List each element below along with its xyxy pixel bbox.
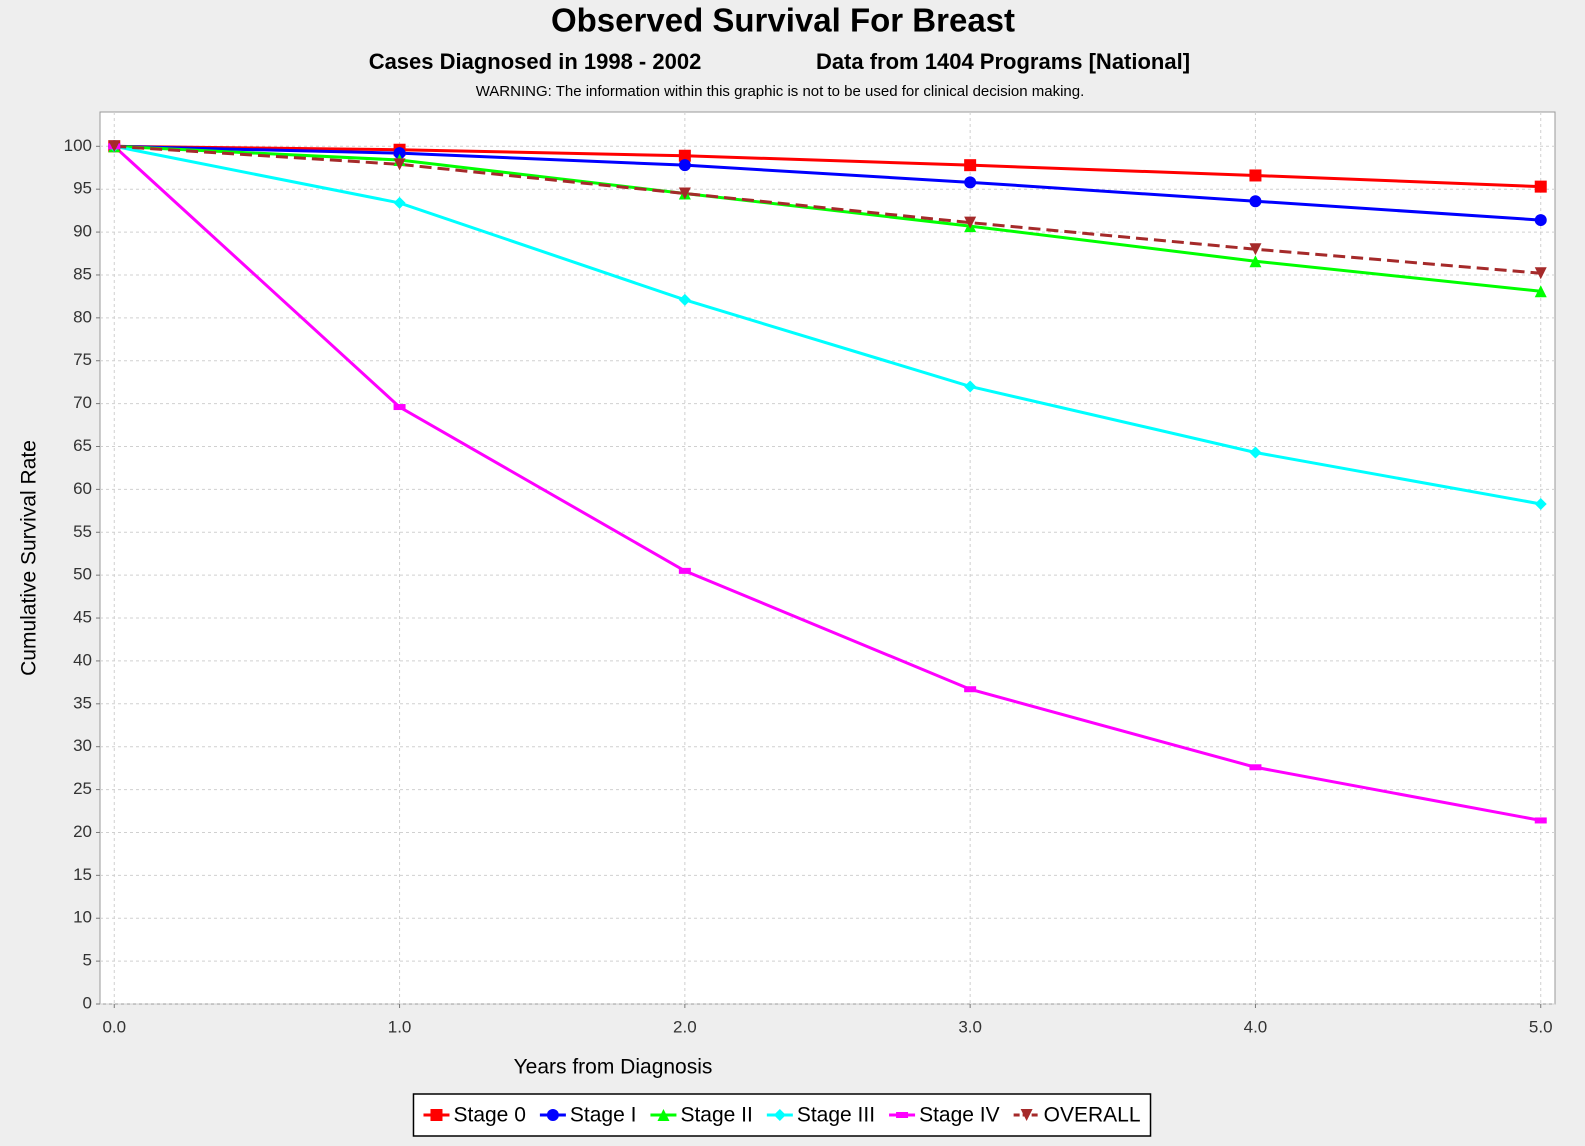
marker <box>1534 267 1547 280</box>
marker <box>1249 764 1262 771</box>
marker <box>1534 285 1547 298</box>
y-axis-title: Cumulative Survival Rate <box>18 440 41 676</box>
y-tick-label: 80 <box>73 307 92 326</box>
marker <box>1020 1109 1033 1121</box>
chart-subtitle: Data from 1404 Programs [National] <box>816 49 1190 74</box>
x-tick-label: 3.0 <box>958 1017 982 1036</box>
series-line <box>113 145 1542 822</box>
y-tick-label: 50 <box>73 565 92 584</box>
series-line <box>114 144 1541 275</box>
y-tick-label: 100 <box>64 136 92 155</box>
y-tick-label: 60 <box>73 479 92 498</box>
y-tick-label: 20 <box>73 822 92 841</box>
legend-label: Stage II <box>680 1104 752 1127</box>
marker <box>393 196 406 209</box>
marker <box>678 159 691 172</box>
x-tick-label: 1.0 <box>388 1017 412 1036</box>
marker <box>546 1109 559 1121</box>
series-line <box>114 144 1541 222</box>
x-tick-label: 2.0 <box>673 1017 697 1036</box>
y-tick-label: 85 <box>73 264 92 283</box>
plot-area <box>99 111 1556 1005</box>
marker <box>393 158 406 171</box>
marker <box>108 140 121 153</box>
marker <box>964 216 977 229</box>
legend-label: Stage 0 <box>453 1104 525 1127</box>
y-tick-label: 10 <box>73 908 92 927</box>
legend-label: Stage IV <box>919 1104 1000 1127</box>
legend-label: Stage III <box>797 1104 875 1127</box>
y-tick-label: 5 <box>83 951 92 970</box>
marker <box>1249 255 1262 268</box>
x-axis-title: Years from Diagnosis <box>514 1056 713 1079</box>
marker <box>678 187 691 200</box>
legend-label: OVERALL <box>1044 1104 1141 1127</box>
marker <box>1534 817 1547 824</box>
y-tick-label: 40 <box>73 650 92 669</box>
series-line <box>113 144 1542 506</box>
marker <box>1249 243 1262 256</box>
y-tick-label: 35 <box>73 693 92 712</box>
marker <box>964 159 977 172</box>
marker <box>678 567 691 574</box>
series-line <box>114 144 1541 293</box>
x-tick-label: 0.0 <box>102 1017 126 1036</box>
legend: Stage 0 Stage I Stage II Stage III Stage IV O… <box>412 1093 1152 1137</box>
y-tick-label: 30 <box>73 736 92 755</box>
marker <box>964 686 977 693</box>
y-tick-label: 0 <box>83 993 92 1012</box>
marker <box>657 1109 670 1121</box>
marker <box>1249 446 1262 459</box>
chart-title: Observed Survival For Breast <box>551 2 1015 39</box>
y-tick-label: 65 <box>73 436 92 455</box>
marker <box>964 380 977 393</box>
y-tick-label: 45 <box>73 608 92 627</box>
y-tick-label: 95 <box>73 179 92 198</box>
x-tick-label: 5.0 <box>1529 1017 1553 1036</box>
marker <box>678 293 691 306</box>
marker <box>1249 169 1262 182</box>
marker <box>1534 214 1547 227</box>
x-tick-label: 4.0 <box>1244 1017 1268 1036</box>
marker <box>393 147 406 160</box>
marker <box>430 1109 443 1121</box>
marker <box>678 149 691 162</box>
y-tick-label: 55 <box>73 522 92 541</box>
marker <box>896 1112 909 1118</box>
y-tick-label: 75 <box>73 350 92 369</box>
legend-label: Stage I <box>570 1104 637 1127</box>
y-tick-label: 70 <box>73 393 92 412</box>
marker <box>1249 195 1262 208</box>
series-line <box>114 144 1541 189</box>
chart-subtitle: Cases Diagnosed in 1998 - 2002 <box>369 49 702 74</box>
marker <box>964 176 977 189</box>
marker <box>1534 180 1547 193</box>
marker <box>393 404 406 411</box>
y-tick-label: 15 <box>73 865 92 884</box>
y-tick-label: 90 <box>73 222 92 241</box>
y-tick-label: 25 <box>73 779 92 798</box>
marker <box>773 1109 786 1121</box>
marker <box>1534 497 1547 510</box>
warning: WARNING: The information within this gra… <box>476 83 1085 100</box>
